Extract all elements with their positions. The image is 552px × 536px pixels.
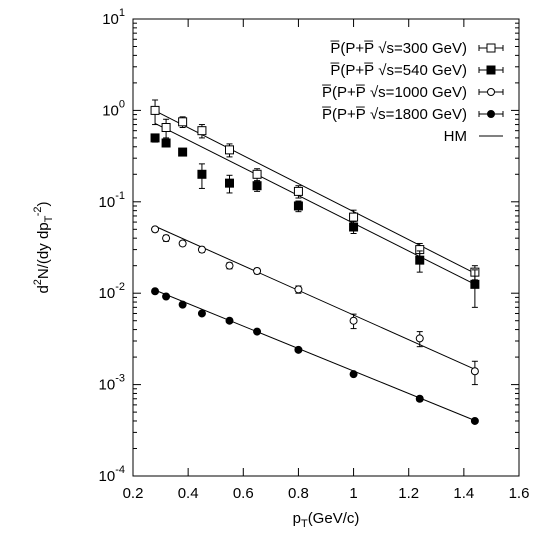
fit-curves <box>154 110 476 421</box>
x-tick-label: 0.8 <box>288 485 309 502</box>
data-point-series-1 <box>161 122 171 132</box>
data-point-series-3 <box>253 266 262 275</box>
legend-label-2: P̅(P+P̅ √s=540 GeV) <box>330 62 467 79</box>
axis-ticks: 0.2 0.4 0.6 0.8 1 1.2 1.4 1.6 10-4 10-3 10-2 10-1 10… <box>99 7 530 502</box>
data-point-series-4 <box>253 327 262 336</box>
data-point-series-4 <box>178 300 187 309</box>
data-point-series-4 <box>415 394 424 403</box>
data-point-series-2 <box>150 133 160 143</box>
data-point-series-1 <box>150 105 160 115</box>
data-point-series-3 <box>151 225 160 234</box>
x-tick-label: 0.6 <box>233 485 254 502</box>
data-point-series-4 <box>162 292 171 301</box>
data-point-series-3 <box>294 285 303 294</box>
y-tick-label: 10-4 <box>99 464 125 485</box>
data-point-series-3 <box>415 334 424 343</box>
data-point-series-1 <box>225 145 234 155</box>
legend-marker-3 <box>487 88 495 96</box>
plot-frame <box>132 18 520 477</box>
y-tick-label: 100 <box>102 98 125 119</box>
data-point-series-4 <box>225 316 234 325</box>
y-tick-label: 101 <box>102 7 125 28</box>
y-tick-label: 10-1 <box>99 190 125 211</box>
data-point-series-2 <box>415 255 425 265</box>
x-tick-label: 1.4 <box>453 485 474 502</box>
x-tick-label: 1.2 <box>398 485 419 502</box>
data-point-series-4 <box>470 416 479 425</box>
legend-label-4: P̅(P+P̅ √s=1800 GeV) <box>322 106 467 123</box>
data-point-series-3 <box>178 239 187 248</box>
data-points <box>150 99 480 425</box>
y-tick-label: 10-3 <box>99 373 125 394</box>
legend-marker-1 <box>486 43 496 53</box>
y-axis-label: d2N/(dy dpT-2) <box>32 201 55 293</box>
data-point-series-1 <box>349 212 359 222</box>
data-point-series-2 <box>161 138 171 148</box>
data-point-series-1 <box>293 186 303 196</box>
data-point-series-2 <box>197 169 207 179</box>
data-point-series-1 <box>197 126 207 136</box>
x-tick-label: 0.4 <box>178 485 199 502</box>
axis-labels: pT(GeV/c) d2N/(dy dpT-2) <box>32 201 359 530</box>
legend-marker-4 <box>487 110 495 118</box>
legend-label-fit: HM <box>444 128 467 145</box>
data-point-series-2 <box>293 201 303 211</box>
x-tick-label: 1 <box>349 485 357 502</box>
legend-label-3: P̅(P+P̅ √s=1000 GeV) <box>322 84 467 101</box>
data-point-series-2 <box>252 181 262 191</box>
data-point-series-2 <box>225 178 234 188</box>
data-point-series-2 <box>349 222 359 232</box>
data-point-series-3 <box>470 367 479 376</box>
legend-label-1: P̅(P+P̅ √s=300 GeV) <box>330 40 467 57</box>
data-point-series-4 <box>197 309 206 318</box>
legend: P̅(P+P̅ √s=300 GeV) P̅(P+P̅ √s=540 GeV) P̅… <box>322 40 504 145</box>
x-tick-label: 1.6 <box>509 485 530 502</box>
data-point-series-3 <box>349 316 358 325</box>
fit-line-2 <box>154 122 476 285</box>
data-point-series-4 <box>349 370 358 379</box>
legend-marker-2 <box>486 65 496 75</box>
fit-line-3 <box>154 225 476 370</box>
data-point-series-3 <box>162 234 171 243</box>
x-axis-label: pT(GeV/c) <box>293 510 360 530</box>
y-tick-label: 10-2 <box>99 281 125 302</box>
data-point-series-3 <box>225 261 234 270</box>
data-point-series-1 <box>252 169 262 179</box>
data-point-series-3 <box>197 245 206 254</box>
x-tick-label: 0.2 <box>123 485 144 502</box>
axes-frame <box>132 18 520 477</box>
data-point-series-4 <box>151 287 160 296</box>
data-point-series-1 <box>178 117 188 127</box>
data-point-series-4 <box>294 345 303 354</box>
data-point-series-2 <box>470 279 480 289</box>
data-point-series-2 <box>178 147 188 157</box>
